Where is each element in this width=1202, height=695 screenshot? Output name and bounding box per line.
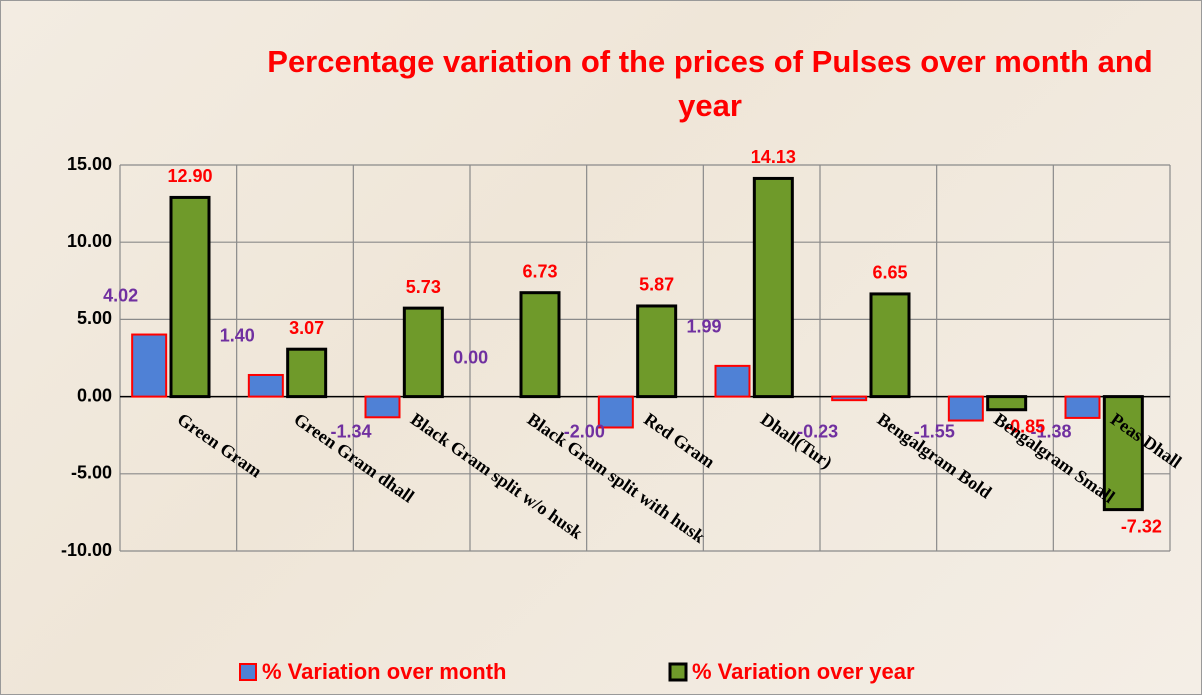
bar [597,395,634,429]
value-label: 0.00 [453,347,488,367]
bar [519,291,561,399]
value-label: 4.02 [103,285,138,305]
bar [636,304,678,399]
bar [402,306,444,399]
value-label: 3.07 [289,318,324,338]
value-label: -0.23 [797,421,838,441]
bar [169,195,211,399]
value-label: 5.73 [406,277,441,297]
value-label: 6.65 [872,263,907,283]
value-label: 1.99 [686,317,721,337]
y-tick-label: 10.00 [67,231,112,251]
y-tick-label: 5.00 [77,308,112,328]
value-label: 5.87 [639,275,674,295]
bar [986,395,1028,412]
value-label: 12.90 [167,166,212,186]
chart-title: Percentage variation of the prices of Pu… [267,44,1153,123]
value-label: -1.38 [1030,421,1071,441]
legend-label: % Variation over month [262,659,507,684]
legend-label: % Variation over year [692,659,915,684]
bar [364,395,401,419]
value-label: 6.73 [522,261,557,281]
value-label: -2.00 [564,421,605,441]
y-tick-label: -10.00 [61,540,112,560]
bar [286,347,328,399]
bar [869,292,911,399]
bar [831,395,868,402]
x-tick-label: Green Gram [174,409,266,482]
y-tick-label: 15.00 [67,154,112,174]
value-label: -0.85 [1004,416,1045,436]
bar [714,364,751,398]
bar [1102,395,1144,512]
value-label: 14.13 [751,147,796,167]
legend-swatch [668,662,688,682]
bar [247,373,284,398]
value-label: -7.32 [1121,516,1162,536]
value-label: 1.40 [220,326,255,346]
value-label: -1.34 [330,421,371,441]
y-tick-label: -5.00 [71,463,112,483]
x-tick-label: Red Gram [640,409,718,472]
legend-swatch [239,663,257,681]
y-tick-label: 0.00 [77,385,112,405]
bar [752,176,794,399]
bar [131,333,168,398]
bar [1064,395,1101,419]
value-label: -1.55 [914,421,955,441]
bar [947,395,984,422]
